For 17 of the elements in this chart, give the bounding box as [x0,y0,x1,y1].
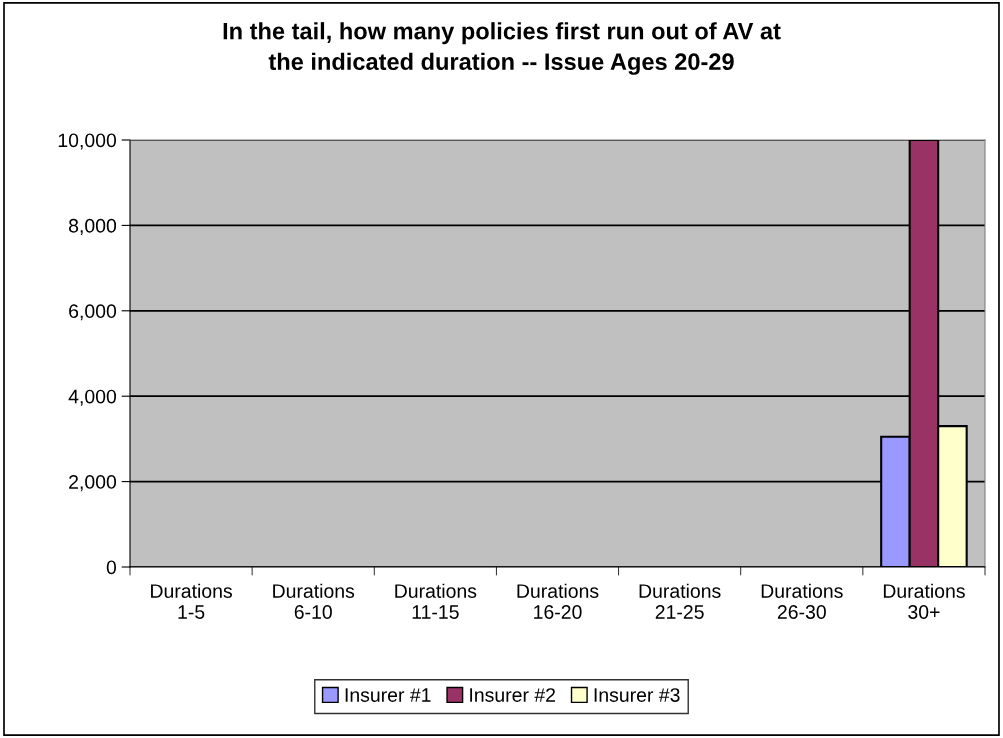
legend-label: Insurer #1 [345,688,431,702]
y-tick-label: 8,000 [69,218,117,235]
x-tick-label: Durations 6-10 [273,583,355,619]
y-tick-label: 10,000 [58,133,117,150]
x-tick-label: Durations 30+ [883,583,965,619]
legend-label: Insurer #3 [594,688,680,702]
x-tick-label: Durations 1-5 [151,583,232,619]
x-tick-label: Durations 26-30 [761,583,843,619]
y-tick-label: 2,000 [69,475,117,492]
chart-title: In the tail, how many policies first run out of AV at the indicated duration -- Issue Ages 20-29 [223,22,781,75]
y-tick-label: 0 [106,560,117,575]
x-tick-label: Durations 16-20 [517,583,599,619]
x-tick-label: Durations 11-15 [395,583,477,619]
legend-label: Insurer #2 [470,688,555,702]
y-tick-label: 4,000 [68,389,117,406]
x-tick-label: Durations 21-25 [639,583,721,619]
y-tick-label: 6,000 [69,304,117,321]
